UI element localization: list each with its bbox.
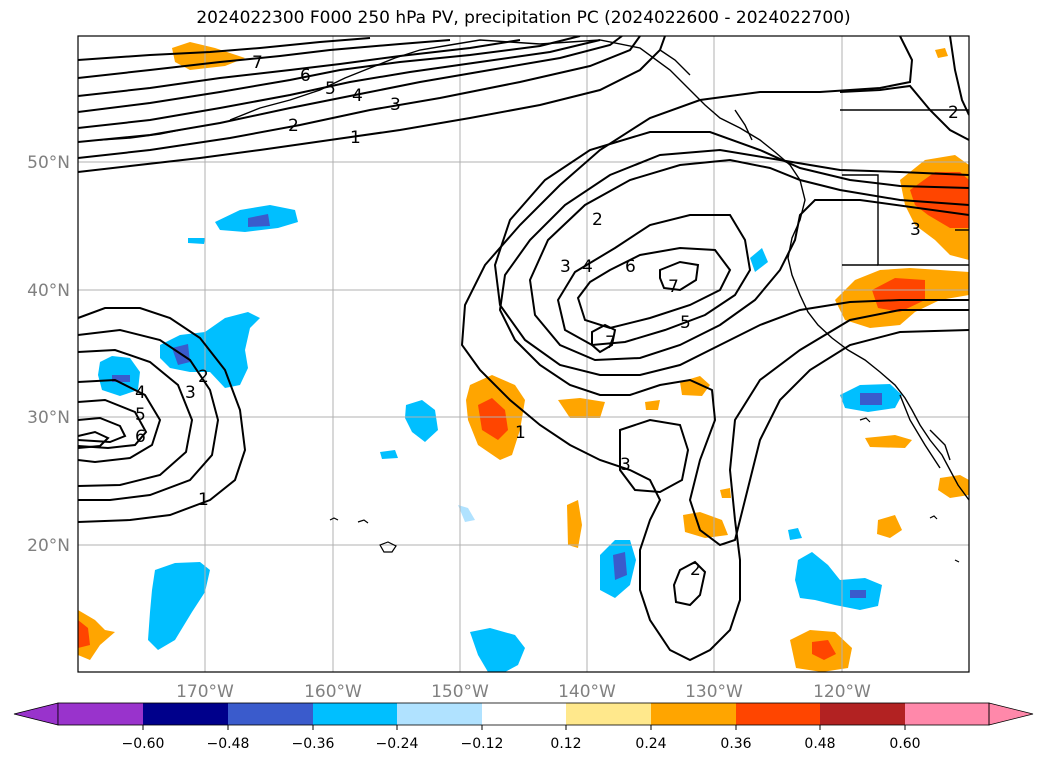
pv-contours <box>78 36 969 662</box>
precip-negative-area <box>380 450 398 459</box>
contour-label: 7 <box>605 333 616 353</box>
precip-positive-area <box>78 610 115 660</box>
lon-label-120w: 120°W <box>813 682 871 702</box>
lon-label-170w: 170°W <box>176 682 234 702</box>
colorbar-tick-label: 0.24 <box>635 736 666 752</box>
precip-positive-area <box>78 620 90 648</box>
precip-positive-area <box>683 512 728 538</box>
colorbar-segment <box>143 703 228 725</box>
colorbar-segment <box>482 703 566 725</box>
precip-positive-area <box>938 475 969 498</box>
contour-label: 1 <box>515 423 526 443</box>
colorbar-segment <box>651 703 736 725</box>
precip-positive-area <box>872 278 925 312</box>
colorbar-segment <box>58 703 143 725</box>
colorbar-tick-label: −0.12 <box>461 736 504 752</box>
colorbar-tick-label: 0.36 <box>720 736 751 752</box>
colorbar-segment <box>736 703 820 725</box>
precip-negative-area <box>148 562 210 650</box>
precip-positive-area <box>478 398 508 440</box>
precip-negative-area <box>405 400 438 442</box>
precip-negative-area <box>613 552 627 580</box>
precip-positive-area <box>645 400 660 410</box>
plot-area: 7 6 5 4 3 2 1 2 3 4 6 7 5 7 1 3 2 4 5 6 … <box>78 36 969 672</box>
contour-label: 3 <box>910 220 921 240</box>
longitude-labels: 170°W 160°W 150°W 140°W 130°W 120°W <box>176 682 871 702</box>
colorbar-segment <box>228 703 313 725</box>
colorbar-extend-max <box>988 702 1034 726</box>
colorbar-tick-label: −0.48 <box>207 736 250 752</box>
colorbar-segment <box>820 703 905 725</box>
precip-negative-area <box>750 248 768 272</box>
lon-label-150w: 150°W <box>431 682 489 702</box>
contour-label: 3 <box>185 383 196 403</box>
contour-label: 6 <box>300 66 311 86</box>
precip-positive-area <box>567 500 582 548</box>
colorbar-segment <box>905 703 989 725</box>
precip-positive-area <box>812 640 836 660</box>
lon-label-130w: 130°W <box>685 682 743 702</box>
precip-negative-area <box>860 393 882 405</box>
contour-label: 4 <box>135 383 146 403</box>
lon-label-160w: 160°W <box>304 682 362 702</box>
contour-label: 2 <box>948 103 959 123</box>
contour-label: 1 <box>350 128 361 148</box>
colorbar-tick-marks <box>142 725 906 730</box>
lat-label-20n: 20°N <box>27 536 70 556</box>
precip-positive-area <box>877 515 902 538</box>
colorbar: −0.60 −0.48 −0.36 −0.24 −0.12 0.12 0.24 … <box>13 702 1034 752</box>
contour-label: 7 <box>668 277 679 297</box>
precip-shading <box>78 42 969 672</box>
colorbar-segment <box>566 703 651 725</box>
precip-negative-area <box>850 590 866 598</box>
precip-negative-area <box>470 628 525 672</box>
colorbar-tick-label: 0.60 <box>889 736 920 752</box>
precip-negative-area <box>788 528 802 540</box>
contour-label: 1 <box>198 490 209 510</box>
lat-label-30n: 30°N <box>27 408 70 428</box>
contour-labels: 7 6 5 4 3 2 1 2 3 4 6 7 5 7 1 3 2 4 5 6 … <box>135 53 959 580</box>
colorbar-tick-label: 0.12 <box>550 736 581 752</box>
contour-label: 7 <box>252 53 263 73</box>
precip-positive-area <box>720 488 731 498</box>
colorbar-tick-label: 0.48 <box>804 736 835 752</box>
lat-label-40n: 40°N <box>27 281 70 301</box>
precip-negative-area <box>248 214 270 227</box>
contour-label: 2 <box>198 367 209 387</box>
precip-negative-area <box>188 238 205 244</box>
islands <box>329 417 960 563</box>
contour-label: 2 <box>690 560 701 580</box>
plot-frame <box>77 35 970 673</box>
lat-label-50n: 50°N <box>27 153 70 173</box>
colorbar-segment <box>397 703 482 725</box>
colorbar-segment <box>313 703 397 725</box>
contour-label: 6 <box>625 257 636 277</box>
colorbar-tick-label: −0.24 <box>376 736 419 752</box>
contour-label: 5 <box>680 313 691 333</box>
precip-positive-area <box>935 48 948 58</box>
contour-label: 3 <box>620 455 631 475</box>
contour-label: 5 <box>135 405 146 425</box>
precip-positive-area <box>865 435 912 448</box>
contour-label: 5 <box>325 79 336 99</box>
contour-label: 4 <box>582 257 593 277</box>
contour-label: 2 <box>288 116 299 136</box>
contour-label: 3 <box>560 257 571 277</box>
colorbar-tick-label: −0.60 <box>122 736 165 752</box>
precip-positive-area <box>172 42 245 70</box>
colorbar-frame <box>57 702 990 726</box>
contour-label: 6 <box>135 427 146 447</box>
precip-negative-area <box>458 505 475 522</box>
map-title: 2024022300 F000 250 hPa PV, precipitatio… <box>196 8 851 28</box>
precip-positive-area <box>558 398 605 418</box>
contour-label: 4 <box>352 86 363 106</box>
contour-label: 3 <box>390 95 401 115</box>
colorbar-extend-min <box>13 702 59 726</box>
colorbar-tick-label: −0.36 <box>292 736 335 752</box>
lon-label-140w: 140°W <box>558 682 616 702</box>
latitude-labels: 50°N 40°N 30°N 20°N <box>27 153 70 556</box>
contour-label: 2 <box>592 210 603 230</box>
